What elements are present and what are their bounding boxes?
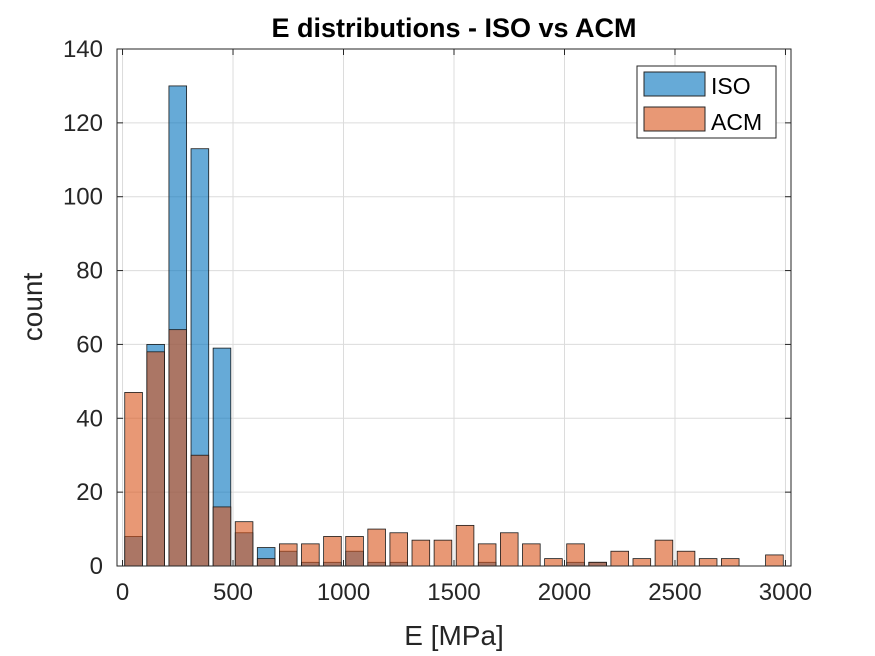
bar-acm (765, 554, 784, 567)
bar-acm (301, 543, 320, 567)
bar-acm (654, 539, 674, 567)
bar-acm (455, 524, 475, 567)
y-tick-label: 20 (76, 479, 103, 506)
bar-acm (588, 561, 607, 567)
y-tick-label: 100 (63, 184, 103, 211)
x-tick-label: 2500 (648, 579, 701, 606)
bar-acm (345, 536, 364, 567)
x-axis-ticks: 0 500 1000 1500 2000 2500 3000 (116, 49, 812, 606)
bar-acm (234, 521, 254, 567)
bar-acm (566, 543, 585, 567)
bar-acm (168, 329, 188, 567)
y-axis-ticks: 0 20 40 60 80 100 120 140 (63, 36, 791, 580)
legend-acm-swatch (643, 106, 706, 132)
y-tick-label: 140 (63, 36, 103, 63)
y-tick-label: 0 (90, 553, 103, 580)
bar-acm (146, 351, 165, 567)
x-tick-label: 1000 (317, 579, 370, 606)
x-tick-label: 0 (116, 579, 129, 606)
bar-acm (433, 539, 453, 567)
bar-acm (477, 543, 497, 567)
chart-title: E distributions - ISO vs ACM (271, 13, 636, 43)
bar-acm (500, 532, 519, 567)
y-axis-label: count (17, 273, 48, 342)
bar-acm (256, 558, 276, 567)
y-tick-label: 60 (76, 331, 103, 358)
legend-iso-label: ISO (711, 73, 751, 99)
legend: ISO ACM (636, 65, 777, 139)
bar-acm (632, 558, 652, 567)
y-tick-label: 40 (76, 405, 103, 432)
bar-acm (389, 532, 408, 567)
bar-acm (522, 543, 541, 567)
x-tick-label: 500 (213, 579, 253, 606)
bar-acm (676, 550, 696, 567)
bar-acm (323, 536, 342, 567)
x-axis-label: E [MPa] (404, 620, 504, 651)
bar-acm (411, 539, 431, 567)
x-tick-label: 1500 (427, 579, 480, 606)
y-tick-label: 80 (76, 258, 103, 285)
series-acm-bars (124, 329, 784, 567)
x-tick-label: 2000 (538, 579, 591, 606)
bar-acm (698, 558, 718, 567)
bar-acm (610, 550, 629, 567)
bar-acm (367, 528, 386, 567)
bar-acm (124, 392, 143, 567)
bar-acm (544, 558, 563, 567)
bar-acm (190, 454, 210, 567)
legend-acm-label: ACM (711, 109, 762, 135)
bar-acm (212, 506, 232, 567)
bar-acm (720, 558, 740, 567)
y-tick-label: 120 (63, 110, 103, 137)
bar-acm (279, 543, 298, 567)
x-tick-label: 3000 (759, 579, 812, 606)
legend-iso-swatch (643, 71, 706, 97)
